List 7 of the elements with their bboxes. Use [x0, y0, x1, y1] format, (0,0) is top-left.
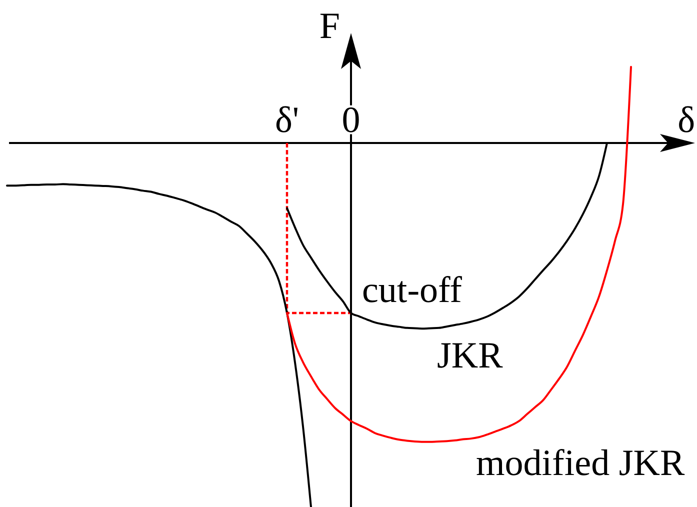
- x-axis-title: δ: [678, 100, 695, 141]
- annotation: cut-off: [362, 270, 463, 311]
- series-label: JKR: [437, 336, 504, 377]
- x-tick-label: δ': [274, 100, 300, 141]
- y-axis-title: F: [319, 6, 340, 47]
- series-label: modified JKR: [476, 442, 685, 484]
- x-tick-label: 0: [342, 100, 360, 141]
